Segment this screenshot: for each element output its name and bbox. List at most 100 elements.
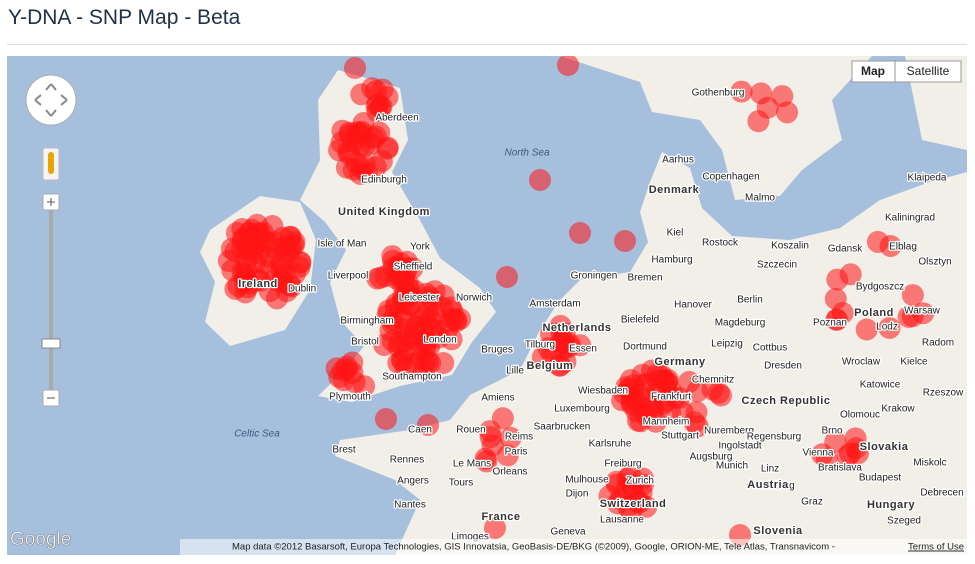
marker[interactable] bbox=[258, 280, 281, 303]
terms-link[interactable]: Terms of Use bbox=[908, 542, 964, 553]
marker[interactable] bbox=[408, 338, 431, 361]
marker[interactable] bbox=[529, 169, 551, 191]
city-label: Freiburg bbox=[604, 459, 641, 470]
city-label: Lodz bbox=[876, 322, 898, 333]
city-label: Ingolstadt bbox=[718, 441, 762, 452]
marker[interactable] bbox=[614, 230, 636, 252]
marker[interactable] bbox=[878, 317, 901, 339]
marker[interactable] bbox=[382, 249, 404, 272]
marker[interactable] bbox=[815, 448, 838, 470]
city-label: Caen bbox=[408, 425, 432, 436]
city-label: Gothenburg bbox=[692, 88, 745, 99]
marker[interactable] bbox=[901, 284, 924, 307]
zoom-in-icon bbox=[47, 198, 55, 206]
marker[interactable] bbox=[824, 430, 847, 453]
marker[interactable] bbox=[756, 96, 779, 119]
city-label: Rennes bbox=[390, 455, 424, 466]
pan-control[interactable] bbox=[25, 74, 77, 126]
marker[interactable] bbox=[855, 318, 878, 341]
city-label: Linz bbox=[761, 464, 779, 475]
marker[interactable] bbox=[825, 308, 848, 331]
marker[interactable] bbox=[440, 328, 463, 351]
city-label: Frankfurt bbox=[651, 392, 691, 403]
city-label: Rzeszow bbox=[923, 388, 964, 399]
marker[interactable] bbox=[345, 152, 368, 175]
city-label: Debrecen bbox=[920, 488, 963, 499]
marker[interactable] bbox=[496, 266, 518, 288]
city-label: Zurich bbox=[626, 476, 654, 487]
city-label: Dublin bbox=[288, 284, 316, 295]
country-label: Belgium bbox=[527, 360, 574, 372]
marker[interactable] bbox=[344, 57, 366, 79]
city-label: Dortmund bbox=[623, 342, 667, 353]
marker[interactable] bbox=[370, 150, 393, 173]
marker[interactable] bbox=[730, 80, 753, 103]
marker[interactable] bbox=[620, 500, 643, 522]
map-type-satellite-label: Satellite bbox=[907, 64, 950, 78]
marker[interactable] bbox=[710, 384, 732, 407]
marker[interactable] bbox=[683, 411, 706, 434]
marker[interactable] bbox=[417, 313, 439, 336]
marker[interactable] bbox=[438, 310, 461, 333]
marker[interactable] bbox=[620, 474, 643, 497]
city-label: Bratislava bbox=[818, 463, 862, 474]
marker[interactable] bbox=[366, 267, 389, 290]
marker[interactable] bbox=[221, 259, 244, 282]
city-label: Olomouc bbox=[840, 410, 880, 421]
marker[interactable] bbox=[499, 426, 522, 449]
city-label: Leipzig bbox=[711, 339, 743, 350]
marker[interactable] bbox=[397, 272, 420, 295]
marker[interactable] bbox=[668, 387, 691, 409]
marker[interactable] bbox=[824, 287, 847, 310]
marker[interactable] bbox=[537, 337, 560, 359]
city-label: Hamburg bbox=[651, 255, 692, 266]
marker[interactable] bbox=[224, 277, 247, 300]
marker[interactable] bbox=[343, 371, 366, 394]
marker[interactable] bbox=[557, 54, 579, 76]
marker[interactable] bbox=[901, 305, 924, 328]
marker[interactable] bbox=[417, 414, 439, 436]
city-label: Sheffield bbox=[394, 262, 433, 273]
country-label: Czech Republic bbox=[742, 395, 831, 407]
marker[interactable] bbox=[553, 322, 576, 345]
marker[interactable] bbox=[484, 517, 506, 539]
marker[interactable] bbox=[279, 225, 302, 248]
marker[interactable] bbox=[496, 444, 519, 467]
marker[interactable] bbox=[879, 235, 902, 257]
sea-label: North Sea bbox=[504, 148, 549, 159]
marker[interactable] bbox=[399, 294, 422, 317]
map-type-satellite[interactable] bbox=[894, 60, 962, 83]
marker[interactable] bbox=[839, 263, 862, 286]
city-label: Nuremberg bbox=[704, 426, 754, 437]
city-label: Birmingham bbox=[340, 316, 393, 327]
marker[interactable] bbox=[474, 447, 497, 470]
marker[interactable] bbox=[265, 237, 288, 260]
marker[interactable] bbox=[678, 370, 701, 393]
city-label: Aarhus bbox=[662, 155, 694, 166]
marker[interactable] bbox=[398, 311, 421, 334]
marker[interactable] bbox=[375, 408, 397, 430]
city-label: Bielefeld bbox=[621, 315, 659, 326]
country-label: Poland bbox=[854, 307, 894, 319]
marker[interactable] bbox=[479, 420, 501, 443]
marker[interactable] bbox=[417, 286, 440, 309]
city-label: Gdansk bbox=[828, 244, 863, 255]
marker[interactable] bbox=[836, 445, 859, 468]
marker[interactable] bbox=[339, 123, 362, 146]
marker[interactable] bbox=[240, 218, 263, 241]
marker[interactable] bbox=[243, 251, 266, 274]
marker[interactable] bbox=[280, 275, 303, 298]
marker[interactable] bbox=[569, 222, 591, 244]
marker[interactable] bbox=[366, 100, 389, 123]
marker[interactable] bbox=[548, 354, 571, 377]
marker[interactable] bbox=[620, 391, 643, 414]
zoom-slider[interactable] bbox=[41, 338, 61, 349]
marker[interactable] bbox=[391, 350, 414, 372]
marker[interactable] bbox=[220, 237, 243, 260]
city-label: Amsterdam bbox=[529, 299, 580, 310]
country-label: Netherlands bbox=[542, 322, 611, 334]
city-label: Dresden bbox=[764, 361, 802, 372]
country-label: Hungary bbox=[867, 499, 916, 511]
marker[interactable] bbox=[350, 83, 373, 106]
